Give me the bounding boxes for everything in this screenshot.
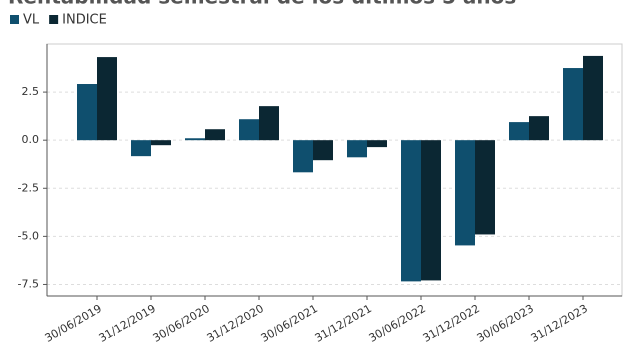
- bar: [239, 119, 259, 141]
- bar: [131, 140, 151, 157]
- bar: [77, 84, 97, 141]
- legend-swatch: [10, 15, 19, 24]
- x-tick-label: 31/12/2023: [529, 302, 590, 345]
- bar: [421, 140, 441, 281]
- bar: [313, 140, 333, 161]
- y-tick-label: -2.5: [18, 181, 39, 194]
- bar: [151, 140, 171, 146]
- bar: [97, 57, 117, 141]
- bar: [293, 140, 313, 173]
- legend-swatch: [49, 15, 59, 24]
- chart-title: Rentabilidad semestral de los últimos 5 …: [8, 0, 516, 9]
- x-tick-label: 31/12/2019: [97, 302, 158, 345]
- bar: [529, 116, 549, 141]
- x-tick-label: 30/06/2019: [43, 302, 104, 345]
- bar: [347, 140, 367, 158]
- x-tick-label: 31/12/2020: [205, 302, 266, 345]
- legend-label: INDICE: [62, 13, 107, 28]
- y-tick-label: -5.0: [18, 229, 39, 242]
- bar: [475, 140, 495, 235]
- bar: [185, 138, 205, 141]
- bar: [455, 140, 475, 246]
- bar: [563, 68, 583, 141]
- y-tick-label: 0.0: [22, 133, 40, 146]
- bar: [367, 140, 387, 148]
- x-tick-label: 30/06/2020: [151, 302, 212, 345]
- x-tick-label: 30/06/2021: [259, 302, 320, 345]
- bar: [583, 55, 603, 141]
- bar: [401, 140, 421, 282]
- bar: [259, 106, 279, 141]
- bar: [509, 122, 529, 141]
- y-tick-label: -7.5: [18, 277, 39, 290]
- x-tick-label: 30/06/2022: [367, 302, 428, 345]
- x-tick-label: 31/12/2021: [313, 302, 374, 345]
- bar: [205, 129, 225, 141]
- y-tick-label: 2.5: [22, 85, 40, 98]
- x-tick-label: 30/06/2023: [475, 302, 536, 345]
- legend-label: VL: [23, 13, 40, 28]
- x-tick-label: 31/12/2022: [421, 302, 482, 345]
- plot-frame: [46, 43, 623, 297]
